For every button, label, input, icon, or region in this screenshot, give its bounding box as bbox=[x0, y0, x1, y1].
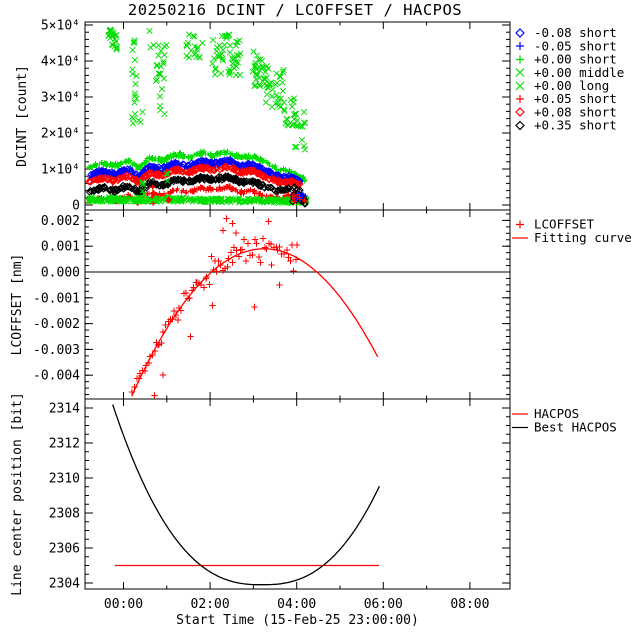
dcint-streak-3 bbox=[165, 196, 172, 204]
legend-label: +0.00 short bbox=[534, 52, 617, 67]
ytick-label: 3×10⁴ bbox=[41, 91, 80, 106]
best-hacpos-curve bbox=[112, 404, 380, 586]
lcoffset-points bbox=[128, 215, 301, 399]
xtick-labels: 00:00 02:00 04:00 06:00 08:00 bbox=[104, 597, 490, 612]
dcint-series-high-exposure bbox=[105, 26, 309, 153]
legend-label: +0.08 short bbox=[534, 104, 617, 119]
axes bbox=[84, 21, 511, 590]
dcint-streak-0 bbox=[139, 179, 147, 205]
legend-label: Fitting curve bbox=[534, 230, 632, 245]
y-axis-label-lcoffset: LCOFFSET [nm] bbox=[10, 254, 25, 356]
panel-frame-lcoffset bbox=[84, 209, 511, 400]
y-axis-label-hacpos: Line center position [bit] bbox=[10, 392, 25, 596]
panel-hacpos-data bbox=[112, 404, 380, 586]
ytick-label: 2308 bbox=[49, 507, 80, 522]
dcint-endblob-2 bbox=[290, 192, 308, 204]
xtick-label: 06:00 bbox=[364, 597, 403, 612]
ytick-label: 5×10⁴ bbox=[41, 19, 80, 34]
panel-lcoffset-data bbox=[85, 215, 510, 399]
ytick-label: -0.001 bbox=[33, 291, 80, 306]
panel-dcint-data bbox=[85, 26, 310, 208]
dcint-series--0-00-short bbox=[86, 148, 308, 184]
legend-marker-cross bbox=[515, 81, 525, 91]
legend-marker-plus bbox=[516, 95, 524, 103]
legend-label: +0.05 short bbox=[534, 91, 617, 106]
legend-marker-plus bbox=[516, 55, 524, 64]
legend-label: -0.05 short bbox=[534, 38, 617, 53]
legend-label: +0.00 middle bbox=[534, 65, 624, 80]
ytick-label: 2×10⁴ bbox=[41, 127, 80, 142]
ytick-labels-hacpos: 2304 2306 2308 2310 2312 2314 bbox=[49, 402, 80, 592]
ytick-label: 0.002 bbox=[41, 214, 80, 229]
ytick-labels-dcint: 0 1×10⁴ 2×10⁴ 3×10⁴ 4×10⁴ 5×10⁴ bbox=[41, 19, 80, 214]
legend-label: +0.35 short bbox=[534, 118, 617, 133]
ytick-label: 4×10⁴ bbox=[41, 55, 80, 70]
ytick-label: -0.003 bbox=[33, 343, 80, 358]
legend-marker-plus bbox=[516, 42, 524, 50]
panel-frame-hacpos bbox=[84, 398, 511, 590]
legend-dcint: -0.08 short-0.05 short+0.00 short+0.00 m… bbox=[515, 25, 624, 133]
ytick-label: 0.000 bbox=[41, 266, 80, 281]
legend-label: +0.00 long bbox=[534, 78, 609, 93]
xtick-label: 08:00 bbox=[450, 597, 489, 612]
legend-label: -0.08 short bbox=[534, 25, 617, 40]
legend-marker-cross bbox=[515, 68, 525, 77]
ytick-label: 0.001 bbox=[41, 240, 80, 255]
legend-marker-diamond bbox=[515, 120, 525, 131]
ytick-label: 0 bbox=[72, 199, 80, 214]
xtick-label: 04:00 bbox=[277, 597, 316, 612]
x-axis-label: Start Time (15-Feb-25 23:00:00) bbox=[176, 613, 419, 628]
dcint-series-low-band bbox=[85, 194, 310, 207]
ytick-label: 2304 bbox=[49, 577, 80, 592]
dcint-streak-2 bbox=[149, 184, 156, 206]
ytick-label: 2314 bbox=[49, 402, 80, 417]
ytick-label: 2310 bbox=[49, 472, 80, 487]
ytick-label: 2312 bbox=[49, 437, 80, 452]
ytick-label: -0.004 bbox=[33, 369, 80, 384]
ytick-label: -0.002 bbox=[33, 317, 80, 332]
xtick-label: 00:00 bbox=[104, 597, 143, 612]
xtick-label: 02:00 bbox=[191, 597, 230, 612]
legend-label: LCOFFSET bbox=[534, 217, 595, 232]
chart-title: 20250216 DCINT / LCOFFSET / HACPOS bbox=[128, 1, 462, 19]
lcoffset-fitting-curve bbox=[131, 248, 379, 397]
legend-label: Best HACPOS bbox=[534, 420, 617, 435]
legend-label: HACPOS bbox=[534, 406, 579, 421]
ytick-label: 1×10⁴ bbox=[41, 163, 80, 178]
dcint-streak-1 bbox=[163, 170, 171, 200]
ytick-labels-lcoffset: 0.002 0.001 0.000 -0.001 -0.002 -0.003 -0.004 bbox=[33, 214, 80, 384]
dcint-series--0-35-short bbox=[85, 172, 304, 198]
legend-marker-plus bbox=[516, 220, 524, 229]
legend-marker-diamond bbox=[515, 28, 525, 38]
legend-marker-diamond bbox=[515, 107, 525, 117]
y-axis-label-dcint: DCINT [count] bbox=[15, 65, 30, 167]
ytick-label: 2306 bbox=[49, 542, 80, 557]
